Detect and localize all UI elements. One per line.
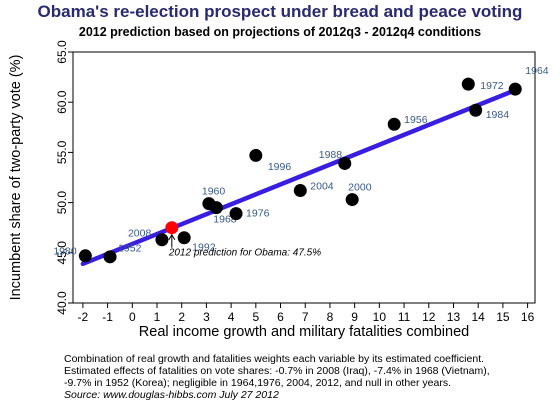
point-label: 1992 bbox=[192, 242, 216, 254]
x-tick-label: 11 bbox=[398, 310, 411, 324]
point-label: 1960 bbox=[202, 185, 226, 197]
y-tick-label: 45.0 bbox=[55, 241, 69, 265]
y-tick-label: 55.0 bbox=[55, 140, 69, 164]
point-label: 1976 bbox=[246, 207, 270, 219]
data-point bbox=[345, 193, 359, 207]
y-axis-label: Incumbent share of two-party vote (%) bbox=[8, 55, 24, 301]
x-tick-label: 2 bbox=[178, 310, 185, 324]
x-tick-label: 3 bbox=[203, 310, 210, 324]
x-tick-label: 12 bbox=[422, 310, 436, 324]
x-tick-label: 1 bbox=[154, 310, 161, 324]
data-point bbox=[177, 231, 191, 245]
x-tick-label: -2 bbox=[78, 310, 89, 324]
data-point bbox=[103, 250, 117, 264]
data-point bbox=[229, 207, 243, 221]
x-axis-label: Real income growth and military fataliti… bbox=[139, 324, 469, 340]
y-tick-label: 60.0 bbox=[55, 90, 69, 114]
point-label: 1952 bbox=[118, 243, 142, 255]
source-line: Source: www.douglas-hibbs.com July 27 20… bbox=[64, 389, 279, 401]
point-label: 1980 bbox=[53, 246, 77, 258]
data-point bbox=[209, 201, 223, 215]
annotation-arrow-head bbox=[168, 233, 176, 240]
y-tick-label: 65.0 bbox=[55, 40, 69, 64]
point-label: 1996 bbox=[268, 161, 292, 173]
y-tick-label: 50.0 bbox=[55, 191, 69, 215]
x-tick-label: 5 bbox=[252, 310, 259, 324]
data-point bbox=[293, 184, 307, 198]
chart-subtitle: 2012 prediction based on projections of … bbox=[78, 25, 482, 39]
point-label: 1988 bbox=[319, 149, 343, 161]
chart-title: Obama's re-election prospect under bread… bbox=[37, 2, 523, 21]
x-tick-label: 13 bbox=[447, 310, 461, 324]
x-tick-label: 0 bbox=[129, 310, 136, 324]
x-tick-label: 9 bbox=[351, 310, 358, 324]
footnote-line-3: -9.7% in 1952 (Korea); negligible in 196… bbox=[64, 377, 452, 389]
x-tick-label: 15 bbox=[496, 310, 510, 324]
plot-frame bbox=[72, 51, 536, 304]
x-tick-label: 10 bbox=[373, 310, 387, 324]
x-tick-label: 6 bbox=[277, 310, 284, 324]
point-label: 1984 bbox=[486, 109, 510, 121]
footnote-line-1: Combination of real growth and fatalitie… bbox=[64, 353, 485, 365]
y-tick-label: 40.0 bbox=[55, 291, 69, 315]
footnote: Combination of real growth and fatalitie… bbox=[64, 353, 554, 401]
x-tick-label: 16 bbox=[521, 310, 535, 324]
regression-line bbox=[80, 86, 520, 267]
data-point bbox=[338, 156, 352, 170]
point-label: 1956 bbox=[404, 114, 428, 126]
data-point bbox=[78, 249, 92, 263]
point-label: 1972 bbox=[480, 80, 504, 92]
data-point bbox=[469, 103, 483, 117]
x-tick-label: 14 bbox=[471, 310, 485, 324]
data-point bbox=[155, 233, 169, 247]
data-point bbox=[508, 82, 522, 96]
footnote-line-2: Estimated effects of fatalities on vote … bbox=[64, 365, 490, 377]
x-tick-label: -1 bbox=[102, 310, 113, 324]
x-tick-label: 7 bbox=[302, 310, 309, 324]
prediction-annotation: 2012 prediction for Obama: 47.5% bbox=[168, 248, 321, 259]
point-label: 2004 bbox=[310, 180, 334, 192]
prediction-point bbox=[165, 221, 179, 235]
point-label: 1964 bbox=[525, 65, 549, 77]
x-tick-label: 4 bbox=[228, 310, 235, 324]
point-label: 2008 bbox=[128, 228, 152, 240]
data-point bbox=[461, 77, 475, 91]
data-point bbox=[249, 148, 263, 162]
data-point bbox=[387, 117, 401, 131]
x-tick-label: 8 bbox=[327, 310, 334, 324]
point-label: 2000 bbox=[348, 181, 372, 193]
